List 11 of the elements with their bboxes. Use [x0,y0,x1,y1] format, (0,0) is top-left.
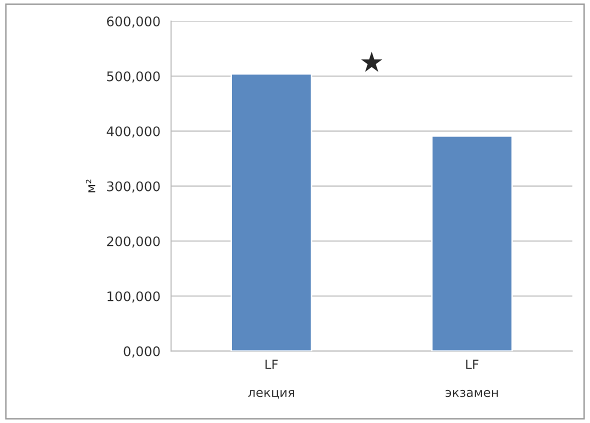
category-label: LF лекция [248,360,294,399]
category-label: LF экзамен [446,360,498,398]
annotation: ★ [361,52,382,72]
y-tick-label: 0,000 [124,346,160,358]
y-axis-title: м² [86,180,96,192]
y-tick-label: 400,000 [106,126,160,138]
y-tick-label: 100,000 [108,291,160,303]
y-tick-label: 200,000 [107,236,160,248]
y-tick-label: 600,000 [107,16,160,28]
y-tick-label: 500,000 [107,71,160,83]
y-tick-label: 300,000 [107,181,160,193]
